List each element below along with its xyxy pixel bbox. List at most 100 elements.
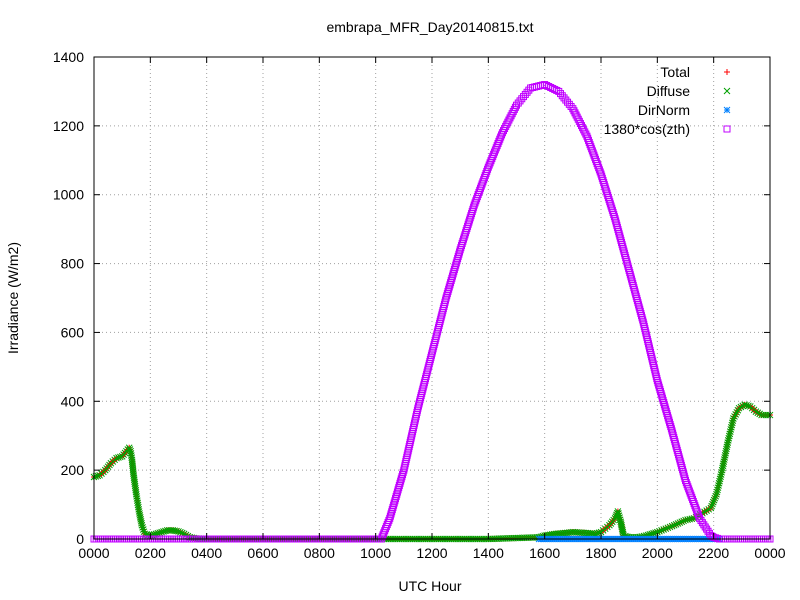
data-point — [389, 503, 397, 511]
data-point — [741, 401, 749, 409]
data-point — [654, 379, 662, 387]
data-point — [560, 94, 568, 102]
data-point — [160, 528, 167, 535]
data-point — [658, 394, 666, 402]
data-point — [655, 381, 663, 389]
data-point — [653, 374, 661, 382]
data-point — [732, 411, 739, 418]
data-point — [396, 479, 404, 487]
plot-area — [90, 81, 774, 543]
data-point — [94, 472, 102, 480]
data-point — [710, 496, 718, 504]
data-point — [399, 471, 407, 479]
data-point — [443, 292, 451, 300]
data-point — [662, 525, 670, 533]
data-point — [135, 508, 143, 515]
data-point — [137, 517, 145, 525]
x-axis-label: UTC Hour — [398, 578, 461, 594]
data-point — [394, 486, 402, 494]
legend-marker — [723, 87, 731, 95]
data-point — [555, 87, 563, 95]
data-point — [656, 385, 664, 393]
data-point — [662, 405, 670, 413]
data-point — [670, 521, 678, 529]
legend-marker — [723, 106, 731, 114]
data-point — [695, 512, 703, 520]
data-point — [655, 383, 663, 391]
data-point — [708, 502, 716, 510]
y-tick-label: 0 — [76, 531, 84, 547]
data-point — [523, 88, 531, 96]
data-point — [115, 454, 122, 461]
data-point — [392, 492, 400, 500]
data-point — [393, 490, 401, 498]
chart-title: embrapa_MFR_Day20140815.txt — [326, 19, 533, 35]
data-point — [660, 526, 668, 533]
data-point — [731, 413, 738, 420]
data-point — [395, 484, 403, 492]
data-point — [709, 498, 717, 506]
data-point — [664, 524, 672, 532]
data-point — [660, 399, 668, 407]
data-point — [665, 416, 673, 424]
data-point — [445, 283, 453, 291]
legend-label: Diffuse — [647, 83, 691, 99]
y-tick-label: 1000 — [53, 187, 84, 203]
y-tick-label: 400 — [61, 393, 85, 409]
y-tick-label: 1400 — [53, 49, 84, 65]
data-point — [386, 514, 394, 522]
data-point — [645, 342, 653, 350]
data-point — [648, 355, 656, 363]
data-point — [652, 372, 660, 380]
data-point — [614, 508, 622, 515]
data-point — [643, 335, 651, 343]
data-point — [387, 510, 395, 518]
data-point — [650, 361, 658, 369]
data-point — [392, 495, 400, 503]
data-point — [615, 510, 622, 517]
data-point — [446, 281, 454, 289]
data-point — [454, 252, 462, 260]
x-tick-label: 0200 — [135, 545, 166, 561]
data-point — [657, 390, 665, 398]
data-point — [646, 346, 654, 354]
legend-marker — [724, 69, 730, 75]
x-tick-label: 1600 — [529, 545, 560, 561]
data-point — [126, 446, 134, 453]
legend-marker — [723, 125, 731, 133]
data-point — [551, 85, 559, 93]
data-point — [737, 403, 745, 411]
x-tick-label: 2200 — [698, 545, 729, 561]
data-point — [449, 270, 457, 278]
data-point — [649, 359, 657, 367]
data-point — [653, 377, 661, 385]
data-point — [756, 410, 764, 418]
legend-label: 1380*cos(zth) — [604, 121, 690, 137]
grid — [94, 57, 770, 539]
data-point — [510, 105, 518, 113]
data-point — [735, 404, 743, 412]
data-point — [647, 351, 655, 359]
data-point — [175, 528, 182, 535]
data-point — [745, 402, 752, 410]
data-point — [178, 529, 186, 537]
y-axis-label: Irradiance (W/m2) — [5, 242, 21, 354]
data-point — [137, 515, 145, 523]
data-point — [139, 526, 147, 533]
data-point — [664, 414, 672, 422]
data-point — [156, 529, 164, 537]
data-point — [177, 528, 184, 536]
data-point — [658, 527, 665, 534]
data-point — [644, 340, 652, 348]
data-point — [666, 420, 674, 428]
data-point — [643, 333, 651, 341]
data-point — [646, 344, 654, 352]
data-point — [592, 530, 599, 538]
data-point — [521, 90, 529, 98]
y-tick-label: 1200 — [53, 118, 84, 134]
data-point — [388, 508, 396, 516]
data-point — [448, 272, 456, 280]
data-point — [709, 500, 716, 508]
data-point — [562, 96, 570, 104]
data-point — [443, 290, 451, 298]
